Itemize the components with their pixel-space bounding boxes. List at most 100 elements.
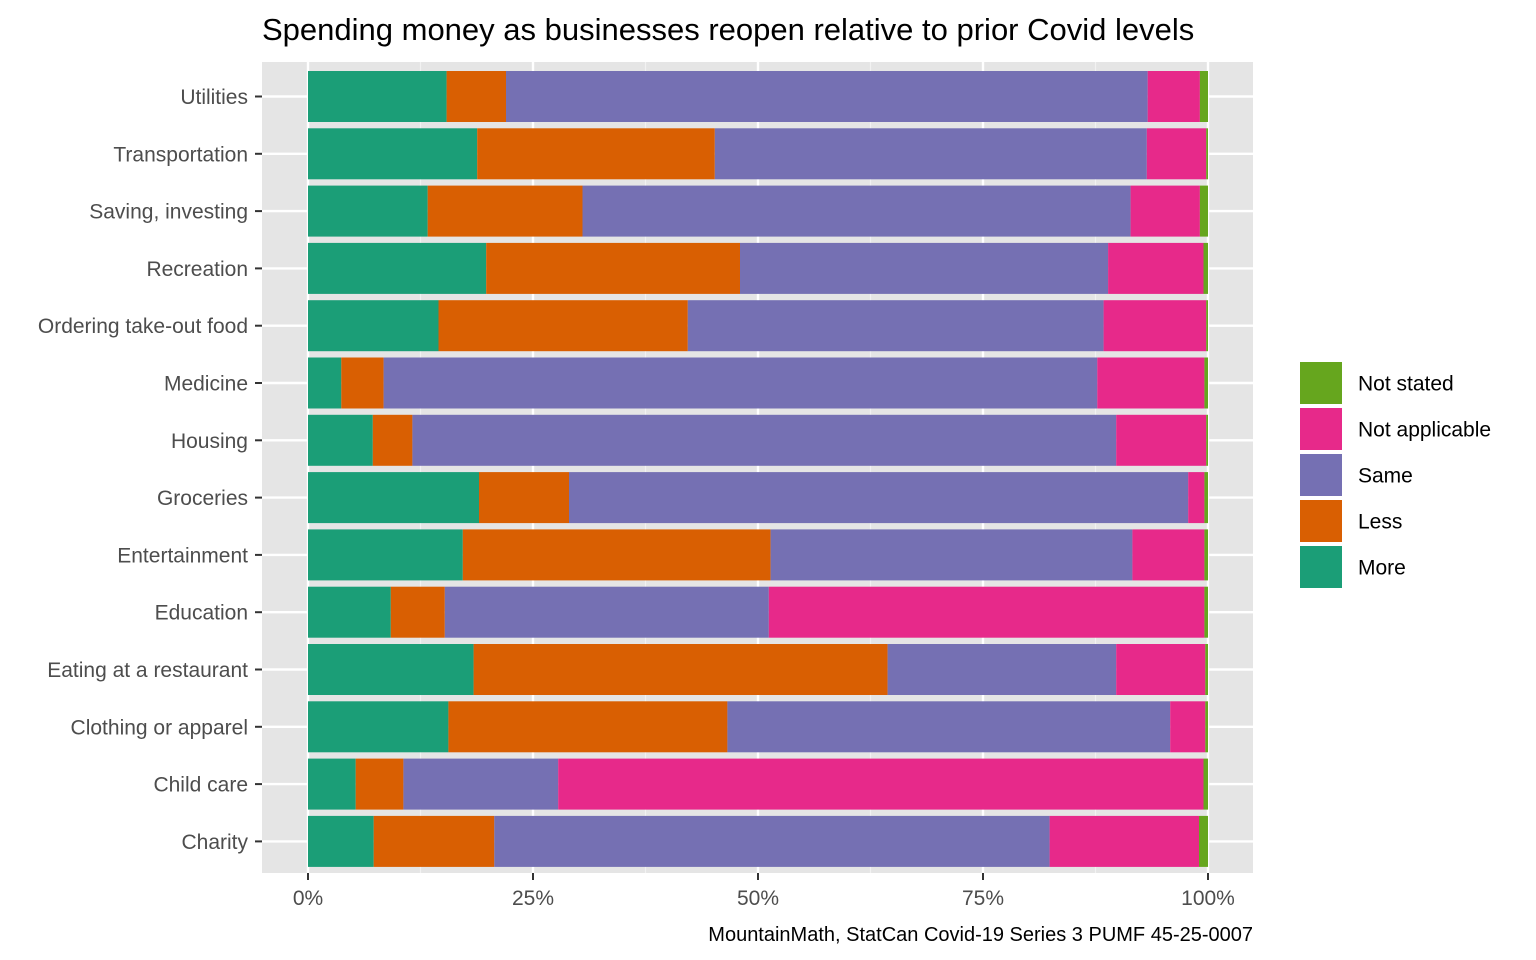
bar-segment	[308, 758, 356, 810]
bar-segment	[740, 242, 1109, 294]
y-tick-label: Recreation	[146, 258, 248, 281]
bar-segment	[1147, 71, 1200, 122]
y-tick-label: Eating at a restaurant	[47, 659, 248, 682]
bar-segment	[1204, 586, 1208, 638]
bar-segment	[558, 758, 1204, 810]
bar-segment	[355, 758, 404, 810]
bar-segment	[308, 586, 391, 638]
bar-segment	[308, 300, 439, 352]
bar-segment	[341, 357, 384, 409]
y-tick-label: Ordering take-out food	[38, 315, 248, 338]
bar-segment	[1204, 472, 1208, 524]
bar-segment	[506, 71, 1148, 122]
bar-segment	[1170, 701, 1206, 753]
bar-segment	[390, 586, 445, 638]
legend-key	[1298, 360, 1344, 406]
bar-segment	[308, 815, 374, 867]
legend-key	[1298, 452, 1344, 498]
bar-segment	[486, 242, 740, 294]
x-tick-label: 0%	[293, 887, 323, 910]
bar-segment	[1146, 128, 1207, 180]
legend-label: Not applicable	[1358, 419, 1491, 442]
bars	[308, 71, 1208, 867]
bar-segment	[1206, 414, 1208, 466]
bar-segment	[308, 71, 447, 122]
bar-segment	[308, 185, 428, 237]
x-axis: 0% 25% 50% 75% 100%	[293, 873, 1235, 910]
bar-segment	[473, 644, 888, 695]
bar-segment	[1103, 300, 1207, 352]
x-tick-label: 75%	[962, 887, 1004, 910]
legend-label: Less	[1358, 511, 1402, 534]
y-tick-label: Housing	[171, 430, 248, 453]
y-tick-label: Clothing or apparel	[71, 716, 248, 739]
x-tick-label: 50%	[737, 887, 779, 910]
bar-segment	[1199, 815, 1208, 867]
bar-segment	[1097, 357, 1205, 409]
bar-segment	[569, 472, 1189, 524]
bar-segment	[687, 300, 1104, 352]
bar-segment	[1188, 472, 1205, 524]
bar-segment	[1203, 242, 1208, 294]
bar-segment	[462, 529, 771, 581]
y-tick-label: Utilities	[180, 86, 248, 109]
y-tick-label: Charity	[181, 831, 248, 854]
y-tick-label: Transportation	[113, 143, 248, 166]
bar-segment	[427, 185, 583, 237]
bar-segment	[1204, 529, 1208, 581]
y-tick-label: Entertainment	[117, 544, 248, 567]
x-tick-label: 100%	[1181, 887, 1235, 910]
y-tick-label: Groceries	[157, 487, 248, 510]
bar-segment	[1205, 701, 1208, 753]
y-tick-label: Medicine	[164, 373, 248, 396]
legend-label: Same	[1358, 465, 1413, 488]
bar-segment	[308, 644, 474, 695]
bar-segment	[1116, 644, 1206, 695]
y-axis: Utilities Transportation Saving, investing…	[38, 86, 262, 854]
bar-segment	[372, 414, 413, 466]
legend-key	[1298, 406, 1344, 452]
bar-segment	[768, 586, 1205, 638]
bar-segment	[727, 701, 1171, 753]
bar-segment	[714, 128, 1147, 180]
bar-segment	[1205, 644, 1208, 695]
bar-segment	[1206, 128, 1208, 180]
bar-segment	[1130, 185, 1200, 237]
bar-segment	[1199, 185, 1208, 237]
legend-label: More	[1358, 557, 1406, 580]
bar-segment	[308, 529, 463, 581]
bar-segment	[438, 300, 688, 352]
bar-segment	[1132, 529, 1205, 581]
bar-segment	[446, 71, 506, 122]
bar-segment	[887, 644, 1117, 695]
bar-segment	[383, 357, 1098, 409]
bar-segment	[494, 815, 1050, 867]
bar-segment	[308, 357, 342, 409]
bar-segment	[770, 529, 1133, 581]
legend-key	[1298, 498, 1344, 544]
bar-segment	[477, 128, 715, 180]
legend-label: Not stated	[1358, 373, 1454, 396]
bar-segment	[403, 758, 559, 810]
bar-segment	[308, 128, 478, 180]
bar-segment	[1108, 242, 1204, 294]
bar-segment	[582, 185, 1131, 237]
legend-key	[1298, 544, 1344, 590]
bar-segment	[1199, 71, 1208, 122]
bar-segment	[444, 586, 769, 638]
bar-segment	[308, 701, 449, 753]
bar-segment	[1049, 815, 1199, 867]
bar-segment	[479, 472, 569, 524]
bar-segment	[448, 701, 728, 753]
legend: Not stated Not applicable Same Less More	[1298, 360, 1491, 590]
bar-segment	[1204, 357, 1208, 409]
y-tick-label: Child care	[153, 774, 248, 797]
bar-segment	[1206, 300, 1208, 352]
bar-segment	[1116, 414, 1207, 466]
chart-title: Spending money as businesses reopen rela…	[262, 12, 1194, 47]
y-tick-label: Education	[155, 602, 248, 625]
chart-caption: MountainMath, StatCan Covid-19 Series 3 …	[708, 924, 1253, 946]
bar-segment	[1203, 758, 1208, 810]
x-tick-label: 25%	[512, 887, 554, 910]
